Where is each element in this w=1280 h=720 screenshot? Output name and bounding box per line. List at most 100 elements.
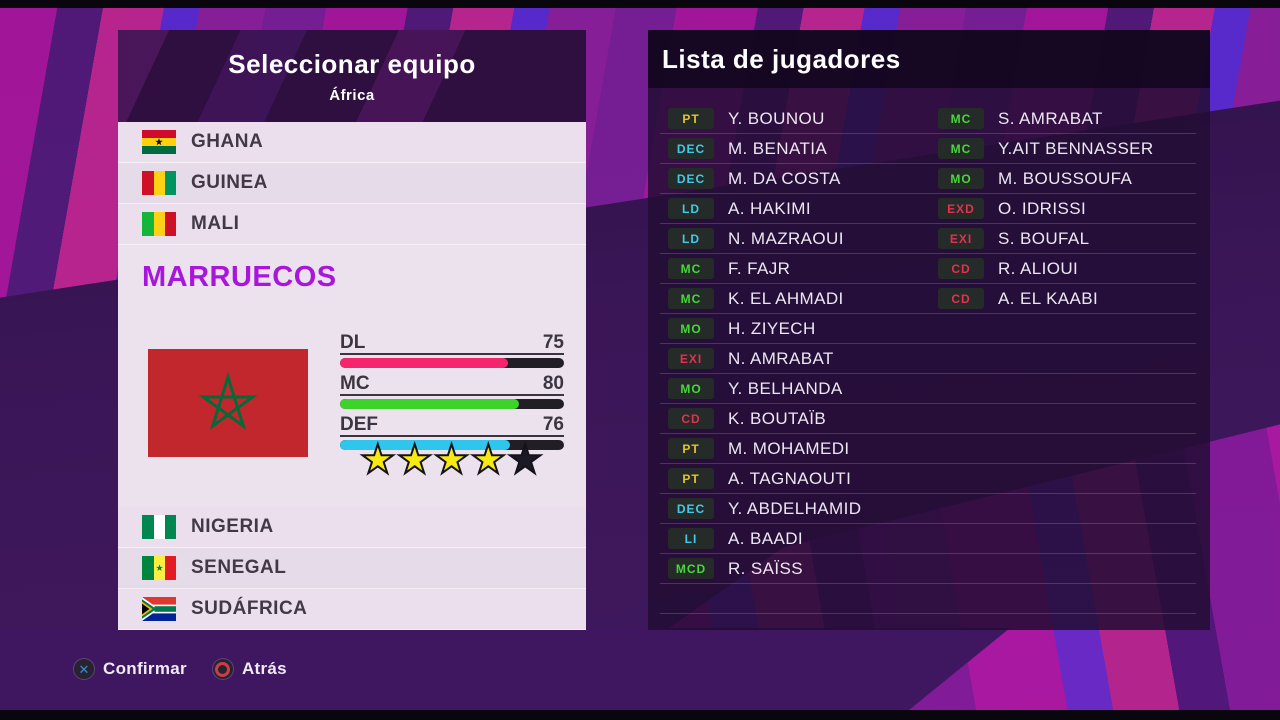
stat-value: 80 (542, 373, 564, 394)
player-row[interactable]: LD N. MAZRAOUI (660, 224, 930, 254)
star-filled-icon: ★ (433, 438, 471, 482)
morocco-flag-icon (148, 349, 308, 457)
team-list: GHANA GUINEA MALI MARRUECOS DL 75 MC 80 DEF 76 … (118, 122, 586, 630)
player-row-empty (930, 374, 1196, 404)
ml-flag-icon (142, 212, 176, 236)
player-name: A. HAKIMI (728, 198, 811, 218)
star-rating: ★★★★★ (340, 438, 564, 482)
position-badge: EXD (938, 198, 984, 219)
region-label: África (329, 86, 375, 104)
player-name: R. SAÏSS (728, 558, 804, 578)
stat-mc: MC 80 (340, 374, 564, 409)
position-badge: MC (668, 258, 714, 279)
position-badge: MO (668, 378, 714, 399)
stat-def: DEF 76 (340, 415, 564, 450)
selected-team-name: MARRUECOS (142, 261, 337, 293)
player-row[interactable]: EXI S. BOUFAL (930, 224, 1196, 254)
team-row-sudafrica[interactable]: SUDÁFRICA (118, 589, 586, 630)
player-name: A. TAGNAOUTI (728, 468, 852, 488)
player-row[interactable]: MO H. ZIYECH (660, 314, 930, 344)
star-empty-icon: ★ (506, 438, 545, 482)
player-column-left: PT Y. BOUNOU DEC M. BENATIA DEC M. DA COSTA LD… (660, 104, 930, 614)
star-filled-icon: ★ (359, 438, 397, 482)
player-list-panel: Lista de jugadores PT Y. BOUNOU DEC M. BENA… (648, 30, 1210, 630)
player-row[interactable]: MO Y. BELHANDA (660, 374, 930, 404)
position-badge: LD (668, 228, 714, 249)
back-button[interactable]: Atrás (212, 659, 287, 679)
stat-label: DEF (340, 414, 378, 435)
player-row[interactable]: CD R. ALIOUI (930, 254, 1196, 284)
player-row[interactable]: MC K. EL AHMADI (660, 284, 930, 314)
panel-title: Seleccionar equipo (228, 48, 476, 79)
player-row[interactable]: DEC M. DA COSTA (660, 164, 930, 194)
team-select-header: Seleccionar equipo África (118, 30, 586, 122)
position-badge: MC (938, 108, 984, 129)
position-badge: MO (938, 168, 984, 189)
team-name: GUINEA (191, 172, 268, 193)
stat-label: MC (340, 373, 370, 394)
player-row[interactable]: DEC Y. ABDELHAMID (660, 494, 930, 524)
position-badge: DEC (668, 168, 714, 189)
player-row[interactable]: CD K. BOUTAÏB (660, 404, 930, 434)
player-row[interactable]: MC F. FAJR (660, 254, 930, 284)
player-row[interactable]: EXI N. AMRABAT (660, 344, 930, 374)
position-badge: PT (668, 438, 714, 459)
player-column-right: MC S. AMRABAT MC Y.AIT BENNASSER MO M. BOUSSO… (930, 104, 1196, 614)
player-name: S. BOUFAL (998, 228, 1090, 248)
team-row-mali[interactable]: MALI (118, 204, 586, 245)
player-row-empty (660, 584, 930, 614)
team-row-ghana[interactable]: GHANA (118, 122, 586, 163)
team-row-guinea[interactable]: GUINEA (118, 163, 586, 204)
star-filled-icon: ★ (469, 438, 508, 482)
stat-bar (340, 358, 564, 368)
position-badge: EXI (938, 228, 984, 249)
ng-flag-icon (142, 515, 176, 539)
player-row[interactable]: LI A. BAADI (660, 524, 930, 554)
team-name: SUDÁFRICA (191, 598, 308, 619)
player-row[interactable]: LD A. HAKIMI (660, 194, 930, 224)
stat-value: 76 (542, 414, 564, 435)
position-badge: CD (668, 408, 714, 429)
confirm-button[interactable]: ✕ Confirmar (74, 659, 187, 679)
player-row[interactable]: EXD O. IDRISSI (930, 194, 1196, 224)
player-list-title: Lista de jugadores (662, 43, 901, 74)
player-row[interactable]: DEC M. BENATIA (660, 134, 930, 164)
position-badge: MO (668, 318, 714, 339)
team-row-senegal[interactable]: SENEGAL (118, 548, 586, 589)
player-row[interactable]: MC S. AMRABAT (930, 104, 1196, 134)
position-badge: LI (668, 528, 714, 549)
player-name: N. AMRABAT (728, 348, 834, 368)
player-name: O. IDRISSI (998, 198, 1087, 218)
player-name: N. MAZRAOUI (728, 228, 844, 248)
player-row[interactable]: PT A. TAGNAOUTI (660, 464, 930, 494)
stat-value: 75 (542, 332, 564, 353)
button-hints: ✕ Confirmar Atrás (74, 659, 287, 679)
player-name: A. EL KAABI (998, 288, 1099, 308)
position-badge: PT (668, 468, 714, 489)
player-name: R. ALIOUI (998, 258, 1079, 278)
player-row-empty (930, 404, 1196, 434)
team-row-nigeria[interactable]: NIGERIA (118, 507, 586, 548)
player-row[interactable]: MO M. BOUSSOUFA (930, 164, 1196, 194)
player-row[interactable]: PT M. MOHAMEDI (660, 434, 930, 464)
player-row-empty (930, 494, 1196, 524)
team-list-above: GHANA GUINEA MALI (118, 122, 586, 245)
player-row-empty (930, 344, 1196, 374)
player-row[interactable]: MCD R. SAÏSS (660, 554, 930, 584)
position-badge: CD (938, 258, 984, 279)
stat-label: DL (340, 332, 366, 353)
stat-dl: DL 75 (340, 333, 564, 368)
letterbox-bottom (0, 710, 1280, 720)
letterbox-top (0, 0, 1280, 8)
position-badge: MC (938, 138, 984, 159)
team-name: NIGERIA (191, 516, 274, 537)
position-badge: CD (938, 288, 984, 309)
player-row[interactable]: CD A. EL KAABI (930, 284, 1196, 314)
position-badge: DEC (668, 138, 714, 159)
sn-flag-icon (142, 556, 176, 580)
player-row[interactable]: PT Y. BOUNOU (660, 104, 930, 134)
position-badge: EXI (668, 348, 714, 369)
team-name: SENEGAL (191, 557, 287, 578)
player-row[interactable]: MC Y.AIT BENNASSER (930, 134, 1196, 164)
player-row-empty (930, 314, 1196, 344)
